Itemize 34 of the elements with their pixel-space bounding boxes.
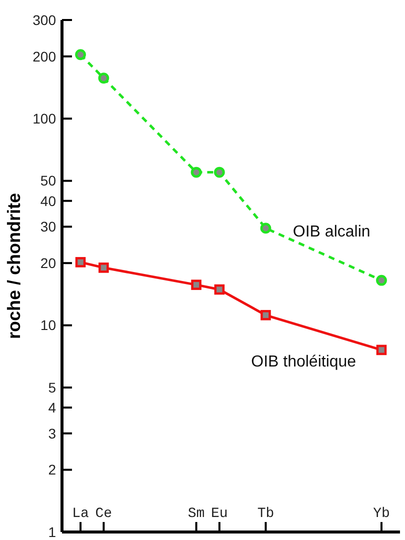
- y-axis-title: roche / chondrite: [4, 192, 24, 340]
- x-tick-label: Tb: [257, 506, 274, 522]
- point: [75, 257, 86, 268]
- y-tick-label: 100: [32, 110, 56, 127]
- series-label: OIB tholéitique: [251, 354, 356, 371]
- y-tick-label: 50: [40, 172, 56, 189]
- point: [214, 166, 225, 178]
- y-tick-label: 300: [32, 12, 56, 28]
- y-tick-label: 3: [48, 425, 56, 442]
- series-label: OIB alcalin: [292, 223, 370, 240]
- x-tick-label: Yb: [373, 506, 390, 522]
- y-tick-label: 30: [40, 218, 56, 235]
- y-tick-label: 2: [48, 462, 56, 478]
- point: [260, 310, 271, 320]
- point: [376, 274, 387, 286]
- y-tick-label: 4: [48, 399, 56, 416]
- point: [191, 280, 202, 290]
- point: [98, 72, 110, 84]
- point: [214, 284, 225, 295]
- y-tick-label: 1: [48, 524, 56, 540]
- point: [75, 49, 86, 60]
- y-tick-label: 5: [48, 379, 56, 396]
- y-tick-label: 40: [40, 192, 56, 209]
- point: [376, 344, 387, 356]
- x-tick-label: Eu: [211, 506, 228, 522]
- point: [260, 222, 272, 234]
- x-tick-label: Ce: [95, 506, 112, 522]
- x-tick-label: La: [72, 506, 89, 522]
- y-tick-label: 10: [40, 317, 56, 334]
- point: [98, 262, 109, 273]
- y-tick-label: 20: [40, 254, 56, 271]
- point: [190, 166, 202, 178]
- x-tick-label: Sm: [188, 506, 205, 522]
- y-tick-label: 200: [32, 48, 56, 64]
